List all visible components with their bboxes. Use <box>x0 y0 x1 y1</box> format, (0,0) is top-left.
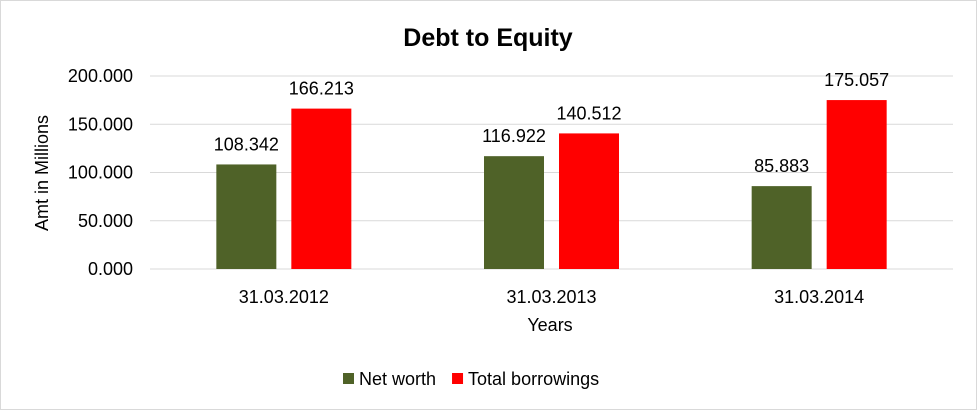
bar-total-borrowings <box>559 133 619 269</box>
data-label: 140.512 <box>556 103 621 123</box>
legend-swatch <box>343 373 354 384</box>
x-axis-label: Years <box>527 315 572 335</box>
x-tick-label: 31.03.2013 <box>506 287 596 307</box>
data-label: 116.922 <box>482 126 546 146</box>
y-tick-label: 0.000 <box>88 259 133 279</box>
legend-label: Total borrowings <box>468 369 599 389</box>
data-label: 175.057 <box>824 70 889 90</box>
bar-net-worth <box>751 186 812 269</box>
y-tick-label: 100.000 <box>68 163 133 183</box>
data-label: 85.883 <box>754 156 809 176</box>
y-tick-label: 150.000 <box>68 114 133 134</box>
chart-title: Debt to Equity <box>403 24 573 52</box>
x-tick-label: 31.03.2014 <box>774 287 864 307</box>
y-axis-label: Amt in Millions <box>32 115 52 231</box>
data-label: 108.342 <box>214 134 279 154</box>
bar-net-worth <box>216 164 277 269</box>
y-tick-label: 200.000 <box>68 66 133 86</box>
y-tick-label: 50.000 <box>78 211 133 231</box>
bar-total-borrowings <box>826 100 887 269</box>
data-label: 166.213 <box>289 79 354 99</box>
legend-swatch <box>452 373 464 384</box>
bar-total-borrowings <box>291 108 352 269</box>
x-tick-label: 31.03.2012 <box>239 287 329 307</box>
bar-net-worth <box>484 156 544 269</box>
legend-label: Net worth <box>359 369 436 389</box>
